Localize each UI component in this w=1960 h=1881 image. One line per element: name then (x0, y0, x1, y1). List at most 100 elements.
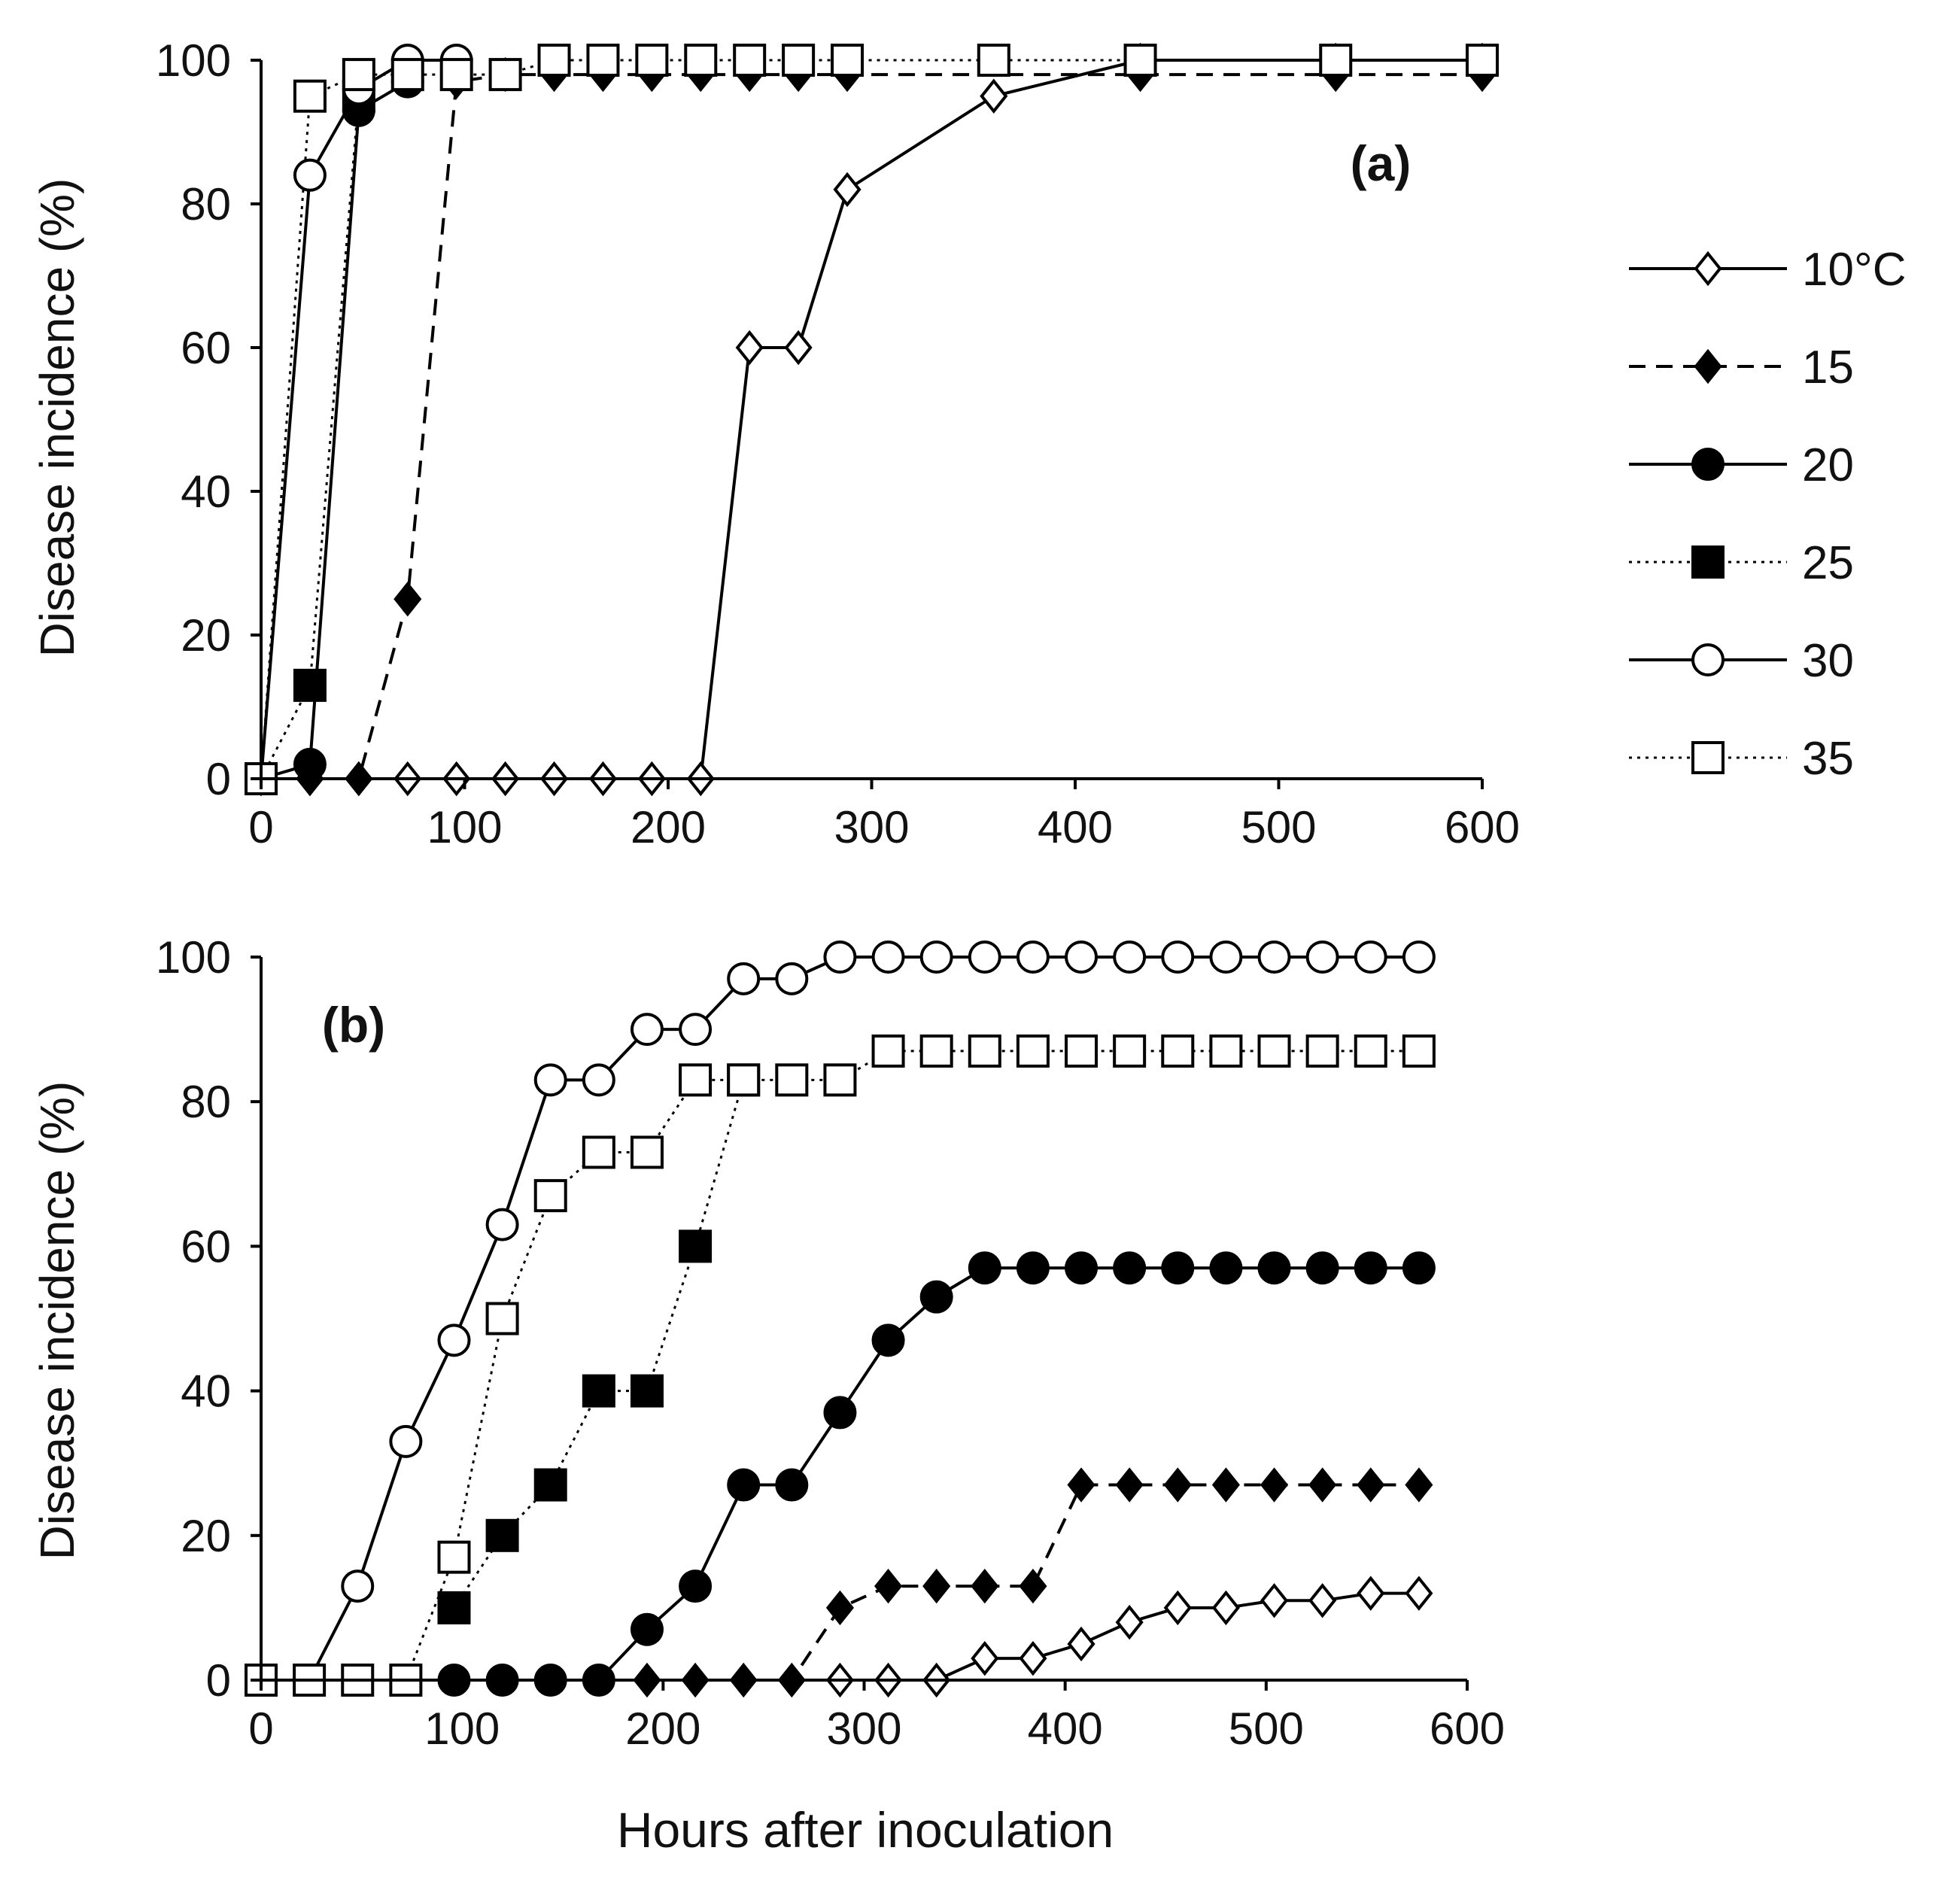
legend-label-5: 35 (1802, 733, 1854, 785)
panel-b-series-4-point (871, 940, 905, 974)
panel-b-series-1-point (1115, 1467, 1144, 1503)
panel-b-series-5-point (437, 1540, 471, 1574)
panel-b-series-4-point (533, 1063, 567, 1097)
panel-a-series-5-point (1319, 44, 1353, 77)
panel-b-series-5-point (871, 1034, 905, 1068)
panel-b-series-0-point (1019, 1640, 1047, 1676)
panel-a-series-5-point (977, 44, 1010, 77)
panel-b-series-5-point (1402, 1034, 1436, 1068)
legend-marker-0 (1694, 251, 1722, 287)
legend-marker-5 (1691, 741, 1724, 774)
panel-b-x-tick-label: 600 (1430, 1703, 1505, 1754)
panel-b-series-1-point (971, 1568, 999, 1604)
panel-b-series-2-point (1257, 1251, 1291, 1285)
panel-b-series-2-point (1209, 1251, 1243, 1285)
panel-a-y-tick-label: 100 (156, 35, 231, 86)
panel-a-series-5-point (831, 44, 865, 77)
panel-b-series-4-point (1257, 940, 1291, 974)
legend-marker-4 (1691, 643, 1724, 676)
panel-b-series-5-point (919, 1034, 953, 1068)
panel-a-series-0-point (735, 330, 764, 366)
panel-b-series-2-point (775, 1468, 809, 1502)
panel-b-series-1-point (1067, 1467, 1095, 1503)
panel-b-series-4-point (630, 1013, 664, 1047)
panel-b-axes: 0 20 40 60 80 100 0 100 200 300 400 500 600 (156, 932, 1505, 1754)
panel-a-y-tick-label: 20 (181, 610, 231, 661)
panel-b-series-0-point (1163, 1590, 1192, 1626)
panel-b-series-4-point (1161, 940, 1195, 974)
panel-b-series-5-point (1257, 1034, 1291, 1068)
panel-b-series-1-point (922, 1568, 951, 1604)
panel-a-x-tick-label: 500 (1241, 802, 1316, 852)
panel-b-series-4-point (389, 1424, 423, 1458)
panel-b-x-tick-label: 300 (826, 1703, 901, 1754)
panel-b-series-4-point (775, 962, 809, 995)
panel-b-y-tick-label: 40 (181, 1366, 231, 1417)
panel-b-series-2-point (1113, 1251, 1147, 1285)
panel-b-series-2-point (823, 1396, 857, 1430)
panel-b-series-3-point (679, 1229, 713, 1263)
panel-a-x-tick-label: 400 (1038, 802, 1113, 852)
panel-b-series-0-point (1115, 1604, 1144, 1640)
panel-b-series-1-point (1260, 1467, 1289, 1503)
panel-a-y-axis-title: Disease incidence (%) (30, 178, 84, 658)
panel-b-series-5-point (485, 1302, 519, 1336)
panel-b-series-4-point (1402, 940, 1436, 974)
panel-a-label: (a) (1351, 135, 1412, 191)
panel-b-y-tick-label: 20 (181, 1511, 231, 1561)
panel-b-series-2-point (1016, 1251, 1050, 1285)
panel-b-series-0-point (1211, 1590, 1240, 1626)
panel-a-series-5-point (390, 58, 424, 92)
panel-b-series-0-point (1357, 1576, 1385, 1611)
panel-b-series-2-point (1161, 1251, 1195, 1285)
legend-marker-3 (1691, 545, 1724, 579)
panel-a-chart: 0 20 40 60 80 100 0 100 200 300 400 500 600 (a) Dise… (30, 35, 1520, 852)
panel-a-y-tick-label: 60 (181, 323, 231, 373)
panel-a-x-tick-label: 0 (248, 802, 273, 852)
panel-a-series-layer (245, 42, 1499, 797)
panel-b-series-4-point (1305, 940, 1339, 974)
panel-b-series-2-point (727, 1468, 761, 1502)
panel-b-y-tick-label: 60 (181, 1221, 231, 1272)
panel-b-series-5-point (582, 1135, 615, 1169)
panel-a-series-3-point (293, 668, 327, 702)
panel-b-series-4-point (1016, 940, 1050, 974)
panel-a-series-5-point (488, 58, 522, 92)
panel-b-series-1-point (825, 1590, 855, 1626)
legend: 10°C 15 20 25 30 35 (1629, 244, 1907, 785)
panel-b-x-tick-label: 200 (625, 1703, 700, 1754)
panel-b-series-5-point (968, 1034, 1001, 1068)
panel-a-series-2-point (293, 747, 327, 781)
panel-b-series-5-point (1354, 1034, 1387, 1068)
panel-a-series-5-point (782, 44, 816, 77)
panel-b-series-2-point (630, 1612, 664, 1646)
panel-b-series-4-point (1354, 940, 1387, 974)
panel-b-series-3-point (437, 1591, 471, 1624)
panel-b-series-4-point (823, 940, 857, 974)
panel-b-series-4-point (341, 1570, 375, 1603)
panel-a-y-tick-label: 40 (181, 466, 231, 517)
panel-b-series-5-point (533, 1179, 567, 1213)
panel-a-x-tick-label: 600 (1445, 802, 1520, 852)
panel-b-series-2-point (919, 1280, 953, 1314)
panel-b-series-5-point (1065, 1034, 1099, 1068)
panel-b-series-0-point (1308, 1583, 1337, 1618)
panel-b-series-3-point (533, 1468, 567, 1502)
panel-b-series-3-point (582, 1374, 615, 1408)
panel-b-series-5-point (727, 1063, 761, 1097)
panel-b-x-tick-label: 400 (1028, 1703, 1103, 1754)
panel-a-series-0-point (833, 172, 861, 208)
panel-a-x-tick-label: 300 (834, 802, 909, 852)
panel-b-series-0-point (971, 1640, 999, 1676)
panel-b-series-4-point (727, 962, 761, 995)
panel-b-series-2-point (871, 1323, 905, 1357)
panel-b-series-0-point (1260, 1583, 1289, 1618)
panel-b-series-1-point (1308, 1467, 1337, 1503)
panel-a-series-5-point (439, 58, 473, 92)
panel-b-series-5-point (1016, 1034, 1050, 1068)
panel-a-series-0-point (980, 78, 1008, 114)
panel-b-y-tick-label: 0 (206, 1655, 231, 1706)
panel-b-series-4-point (485, 1208, 519, 1241)
panel-b-series-4-point (1065, 940, 1099, 974)
